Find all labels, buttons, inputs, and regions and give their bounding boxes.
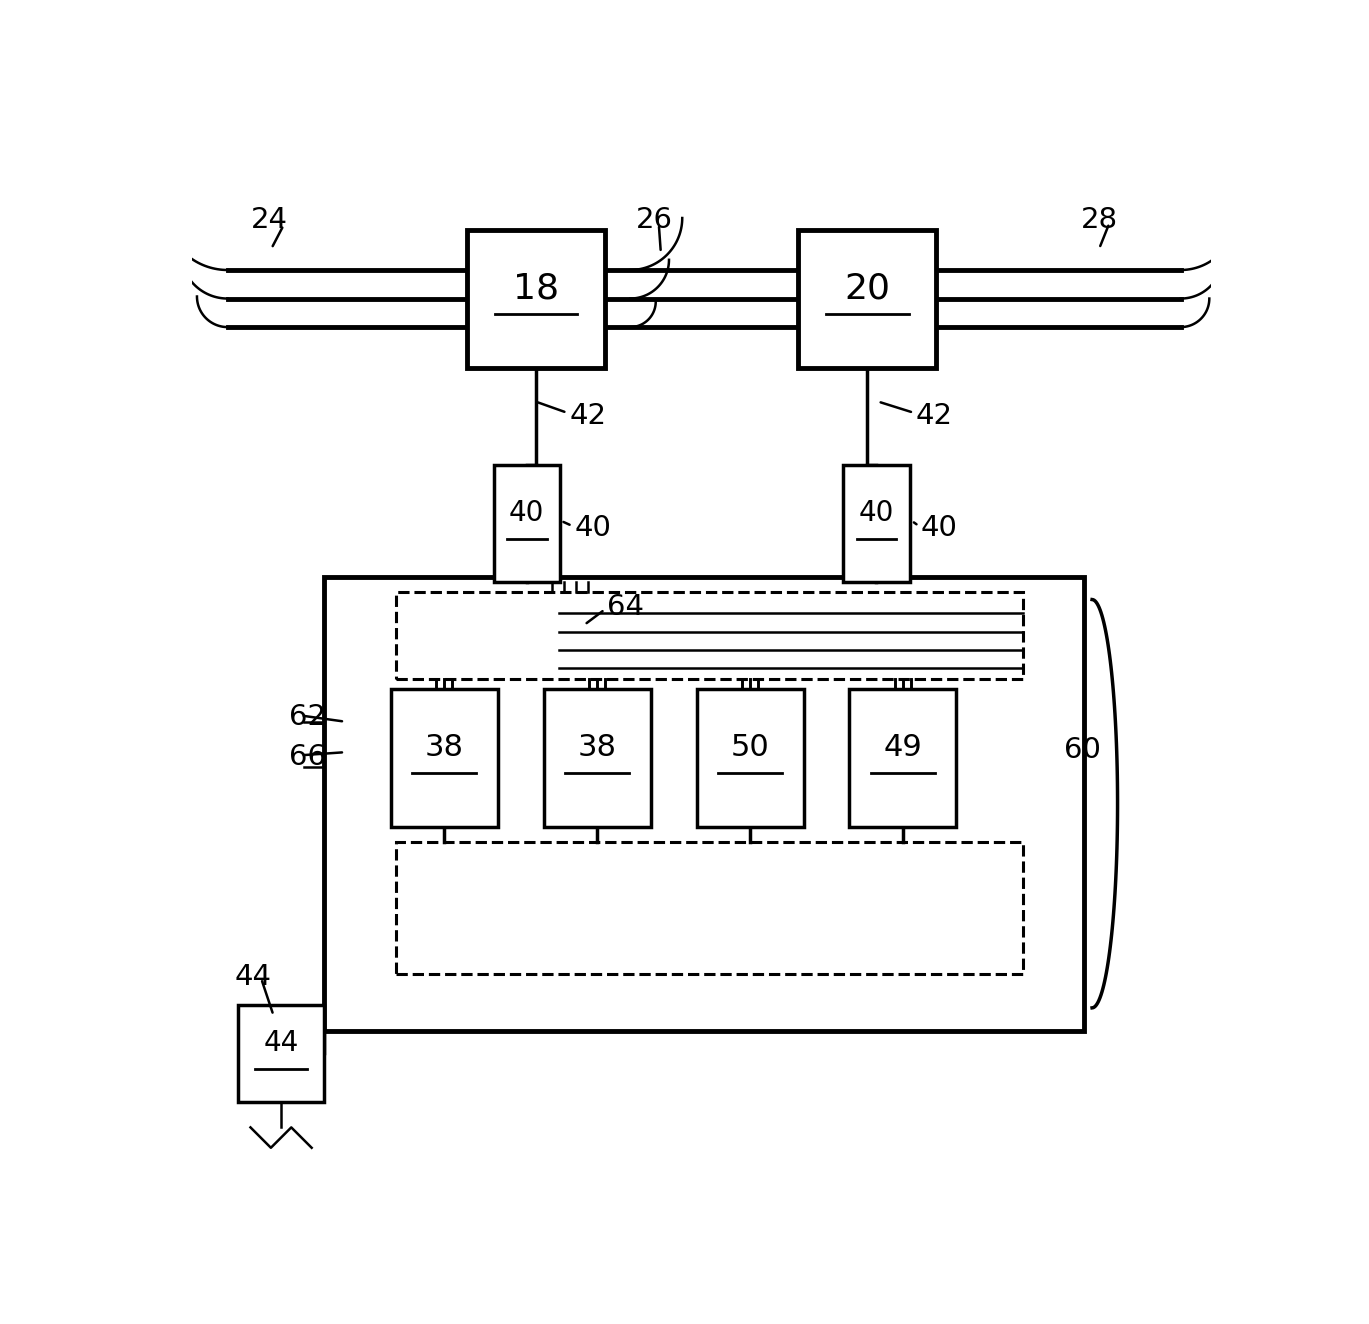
Text: 24: 24 bbox=[251, 207, 287, 234]
FancyBboxPatch shape bbox=[390, 688, 498, 826]
Text: 26: 26 bbox=[637, 207, 674, 234]
Text: 64: 64 bbox=[606, 593, 643, 621]
Text: 20: 20 bbox=[845, 271, 890, 306]
FancyBboxPatch shape bbox=[798, 230, 936, 368]
Text: 38: 38 bbox=[578, 733, 616, 763]
Text: 18: 18 bbox=[513, 271, 559, 306]
FancyBboxPatch shape bbox=[843, 465, 909, 583]
Text: 60: 60 bbox=[1064, 736, 1101, 764]
FancyBboxPatch shape bbox=[238, 1005, 324, 1102]
FancyBboxPatch shape bbox=[494, 465, 560, 583]
Text: 50: 50 bbox=[731, 733, 769, 763]
FancyBboxPatch shape bbox=[543, 688, 650, 826]
Text: 42: 42 bbox=[570, 401, 606, 430]
Text: 40: 40 bbox=[921, 514, 958, 542]
Text: 28: 28 bbox=[1082, 207, 1118, 234]
Text: 40: 40 bbox=[509, 499, 545, 527]
Text: 40: 40 bbox=[574, 514, 611, 542]
Text: 44: 44 bbox=[263, 1029, 298, 1058]
FancyBboxPatch shape bbox=[697, 688, 804, 826]
Text: 44: 44 bbox=[234, 963, 271, 990]
FancyBboxPatch shape bbox=[467, 230, 605, 368]
Text: 40: 40 bbox=[858, 499, 894, 527]
FancyBboxPatch shape bbox=[849, 688, 957, 826]
Text: 42: 42 bbox=[916, 401, 953, 430]
Text: 49: 49 bbox=[883, 733, 923, 763]
Text: 66: 66 bbox=[289, 743, 326, 772]
Text: 38: 38 bbox=[424, 733, 464, 763]
Text: 62: 62 bbox=[289, 703, 326, 731]
